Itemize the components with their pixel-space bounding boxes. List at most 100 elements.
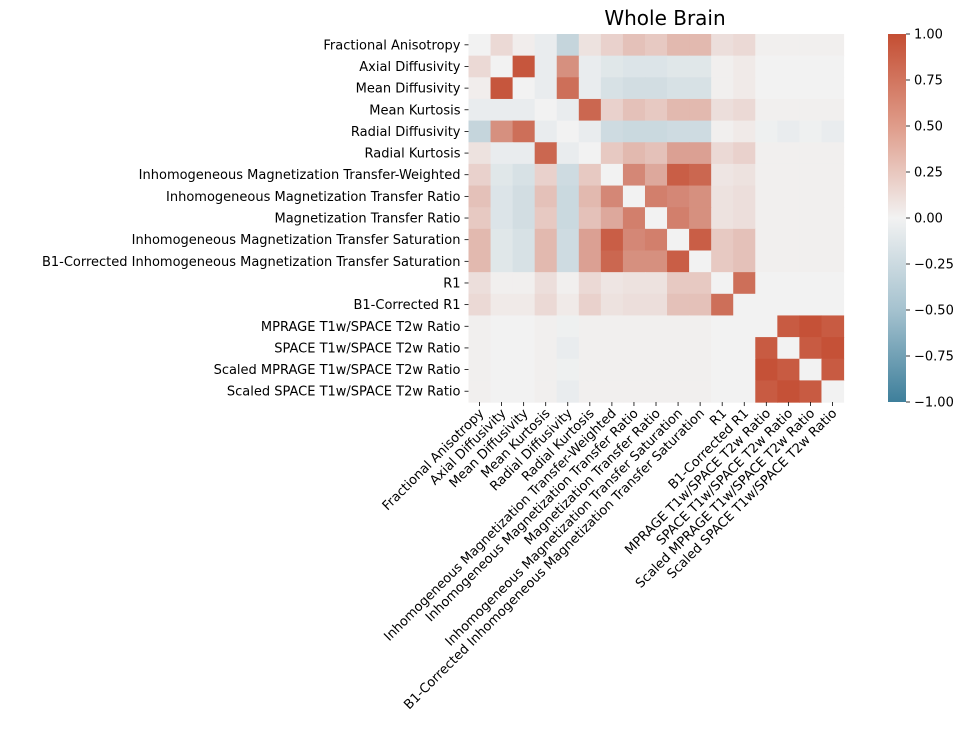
heatmap-cell [821,142,845,165]
heatmap-cell [821,98,845,122]
heatmap-cell [468,120,492,143]
heatmap-cell [667,337,690,360]
heatmap-cell [468,228,492,252]
heatmap-cell [512,120,536,143]
y-tick-label: R1 [443,276,460,291]
heatmap-cell [468,55,492,78]
heatmap-cell [777,358,800,381]
heatmap-cell [512,55,536,78]
heatmap-cell [667,272,690,295]
y-tick-label: B1-Corrected R1 [353,298,460,313]
heatmap-cell [777,98,800,122]
heatmap-cell [556,163,580,187]
heatmap-cell [468,34,492,57]
heatmap-cell [644,358,668,381]
heatmap-cell [733,315,756,338]
heatmap-cell [512,337,536,360]
y-tick-label: Axial Diffusivity [359,60,461,75]
colorbar-tick-label: 0.75 [914,74,943,89]
heatmap-cell [644,272,668,295]
heatmap-cell [534,272,558,295]
heatmap-cell [777,120,800,143]
heatmap-cell [600,207,624,230]
heatmap-cell [711,358,734,381]
heatmap-cell [644,77,668,100]
heatmap-cell [578,77,602,100]
heatmap-cell [600,315,624,338]
heatmap-cell [821,55,845,78]
heatmap-cell [556,34,580,57]
heatmap-cell [578,34,602,57]
heatmap-cell [534,250,558,273]
colorbar-tick-label: 0.00 [914,212,943,227]
heatmap-cell [578,142,602,165]
heatmap-cell [556,77,580,100]
colorbar-tick-label: 0.50 [914,120,943,135]
heatmap-cell [600,120,624,143]
y-tick-label: Inhomogeneous Magnetization Transfer-Wei… [139,168,461,183]
heatmap-cell [512,315,536,338]
chart-title: Whole Brain [604,6,725,30]
heatmap-cell [600,163,624,187]
heatmap-cell [534,315,558,338]
heatmap-cell [733,358,756,381]
heatmap-cell [711,207,734,230]
heatmap-cell [777,315,800,338]
heatmap-cell [711,337,734,360]
heatmap-cell [799,358,823,381]
heatmap-cell [644,142,668,165]
heatmap-cell [689,228,712,252]
heatmap-cell [777,77,800,100]
heatmap-cell [512,228,536,252]
heatmap-cell [821,207,845,230]
heatmap-cell [556,185,580,208]
colorbar [888,34,906,402]
heatmap-cell [821,228,845,252]
heatmap-cell [556,142,580,165]
heatmap-cell [689,142,712,165]
heatmap-cell [711,34,734,57]
heatmap-cell [600,380,624,403]
heatmap-cell [689,272,712,295]
heatmap-cell [600,250,624,273]
heatmap-cell [490,77,514,100]
y-tick-label: Inhomogeneous Magnetization Transfer Sat… [132,233,461,248]
heatmap-cell [600,77,624,100]
heatmap-cell [733,272,756,295]
heatmap-cell [468,207,492,230]
heatmap-cell [534,163,558,187]
heatmap-cell [490,250,514,273]
heatmap-cell [689,315,712,338]
heatmap-cell [711,77,734,100]
heatmap-cell [578,185,602,208]
heatmap-cell [622,337,646,360]
heatmap-cell [777,163,800,187]
heatmap-cell [490,98,514,122]
heatmap-cell [777,34,800,57]
heatmap-cell [755,77,778,100]
heatmap-cell [799,34,823,57]
heatmap-cell [600,293,624,317]
heatmap-cell [821,163,845,187]
heatmap-cell [490,120,514,143]
heatmap-cell [644,337,668,360]
heatmap-cell [733,55,756,78]
heatmap-cell [733,228,756,252]
heatmap-cell [578,272,602,295]
heatmap-cell [733,163,756,187]
heatmap-cell [777,380,800,403]
y-tick-label: MPRAGE T1w/SPACE T2w Ratio [261,320,461,335]
heatmap-cell [755,207,778,230]
y-tick-label: Mean Diffusivity [356,82,461,97]
heatmap-cell [578,98,602,122]
heatmap-cell [556,293,580,317]
heatmap-cell [755,293,778,317]
colorbar-tick-label: 1.00 [914,28,943,43]
heatmap-cell [578,228,602,252]
y-tick-label: Mean Kurtosis [369,103,460,118]
heatmap-cell [600,98,624,122]
heatmap-cell [622,358,646,381]
y-tick-label: Fractional Anisotropy [323,38,460,53]
heatmap-cell [490,55,514,78]
heatmap-cell [578,337,602,360]
